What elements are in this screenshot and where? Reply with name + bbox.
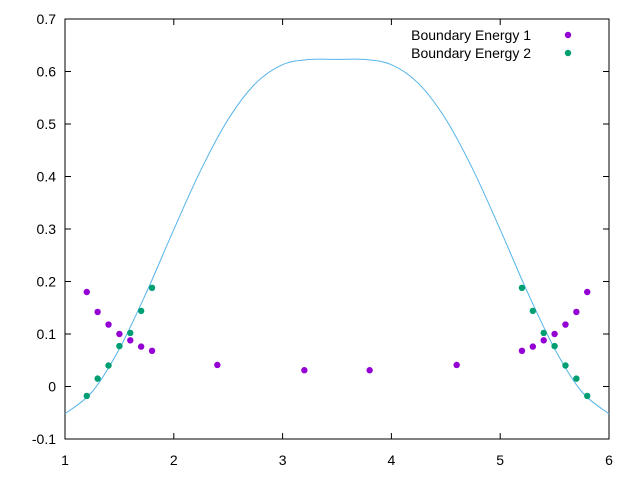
series-2-point <box>562 362 569 369</box>
y-tick-label: 0.3 <box>37 221 57 237</box>
y-tick-label: 0 <box>48 379 56 395</box>
series-1-point <box>83 288 90 296</box>
series-2-point <box>540 329 547 337</box>
y-tick-label: 0.1 <box>37 326 57 342</box>
series-1-point <box>214 361 221 369</box>
series-1-point <box>584 288 591 296</box>
series-1-point <box>127 337 134 344</box>
series-1-point <box>573 308 580 316</box>
y-tick-label: -0.1 <box>32 431 56 447</box>
x-tick-label: 1 <box>61 452 69 468</box>
legend-label: Boundary Energy 1 <box>411 27 531 43</box>
fit-curve <box>65 58 609 415</box>
series-1-point <box>540 337 547 344</box>
y-tick-label: 0.5 <box>37 116 57 132</box>
x-tick-label: 2 <box>170 452 178 468</box>
series-1-point <box>137 343 145 350</box>
x-tick-label: 4 <box>388 452 396 468</box>
x-tick-label: 3 <box>279 452 287 468</box>
series-2-point <box>137 307 145 315</box>
series-1-point <box>105 321 112 328</box>
series-1-point <box>301 367 308 374</box>
series-2-point <box>551 342 558 350</box>
series-2-point <box>148 284 156 291</box>
series-2-point <box>94 375 101 382</box>
series-2-point <box>116 342 123 350</box>
x-tick-label: 5 <box>496 452 504 468</box>
legend-label: Boundary Energy 2 <box>411 45 531 61</box>
y-tick-label: 0.7 <box>37 11 57 27</box>
series-1-point <box>518 347 526 354</box>
series-2-point <box>83 392 90 400</box>
series-2-point <box>127 329 134 337</box>
legend-marker <box>564 49 572 57</box>
x-tick-label: 6 <box>605 452 613 468</box>
series-1-point <box>551 330 558 338</box>
series-2-point <box>529 307 537 315</box>
series-1-point <box>562 321 569 328</box>
series-1-point <box>366 367 373 374</box>
series-2-point <box>573 375 580 382</box>
series-1-point <box>116 330 123 338</box>
series-2-point <box>584 392 591 400</box>
series-1-point <box>529 343 537 350</box>
y-tick-label: 0.2 <box>37 274 57 290</box>
legend: Boundary Energy 1 Boundary Energy 2 <box>411 27 572 61</box>
y-tick-label: 0.6 <box>37 64 57 80</box>
series-2-point <box>518 284 526 291</box>
series-2-point <box>105 362 112 369</box>
series-1-point <box>148 347 156 354</box>
series-1-point <box>453 361 460 369</box>
legend-marker <box>564 31 572 39</box>
y-tick-label: 0.4 <box>37 169 57 185</box>
series-1-point <box>94 308 101 316</box>
fit-curve-layer <box>65 58 609 415</box>
points-layer <box>83 284 591 400</box>
axis-ticks: -0.1 0 0.1 0.2 0.3 0.4 0.5 0.6 0.7 1 2 3 4 5 6 <box>32 11 613 468</box>
plot-frame <box>64 18 610 440</box>
